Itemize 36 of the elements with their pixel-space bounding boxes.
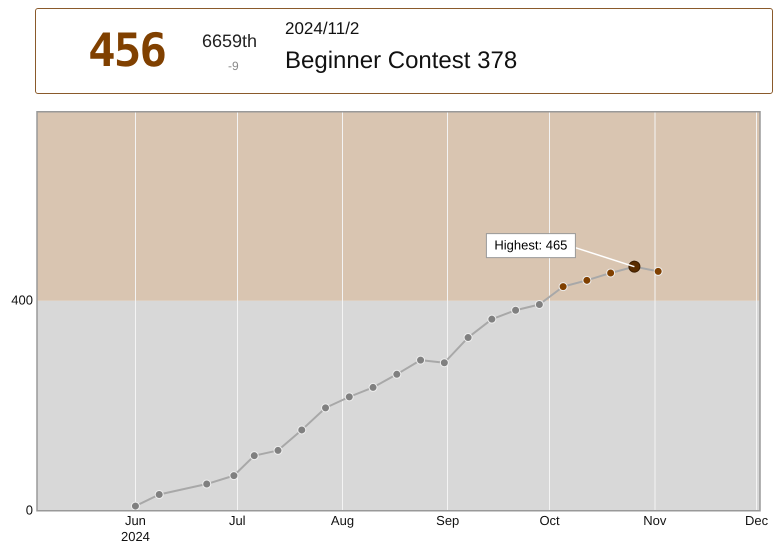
annotation: Highest: 465 bbox=[494, 237, 568, 252]
point bbox=[297, 425, 306, 434]
x-tick-label: Jun 2024 bbox=[120, 513, 150, 544]
point bbox=[534, 300, 544, 309]
text: 456 bbox=[88, 23, 166, 77]
point bbox=[511, 306, 520, 315]
x-tick-label: Sep bbox=[436, 513, 460, 528]
text: 6659th bbox=[202, 31, 258, 52]
chart-title: Beginner Contest 378 bbox=[285, 47, 518, 75]
x-tick-label: Nov bbox=[643, 513, 667, 528]
point bbox=[416, 356, 426, 365]
point bbox=[202, 480, 212, 489]
x-tick-label: Jul bbox=[228, 513, 246, 528]
point bbox=[130, 502, 140, 511]
y-tick-label: 0 bbox=[26, 502, 33, 518]
x-tick-label: Oct bbox=[539, 513, 560, 528]
point bbox=[344, 392, 354, 402]
chart-subtitle: 2024/11/2 bbox=[285, 19, 360, 39]
point bbox=[321, 403, 330, 412]
point bbox=[606, 268, 616, 278]
point bbox=[654, 266, 663, 276]
point bbox=[392, 370, 402, 379]
point bbox=[558, 282, 568, 292]
point bbox=[440, 358, 449, 368]
text: -9 bbox=[228, 59, 239, 73]
point bbox=[229, 471, 238, 480]
point bbox=[274, 446, 282, 455]
point bbox=[582, 276, 592, 285]
point bbox=[154, 490, 164, 500]
x-tick-label: Aug bbox=[330, 513, 354, 528]
point bbox=[487, 314, 496, 324]
x-tick-label: Dec bbox=[745, 513, 769, 528]
point bbox=[250, 451, 259, 460]
y-tick-label: 400 bbox=[11, 292, 33, 308]
point bbox=[368, 382, 378, 392]
point bbox=[464, 333, 473, 342]
